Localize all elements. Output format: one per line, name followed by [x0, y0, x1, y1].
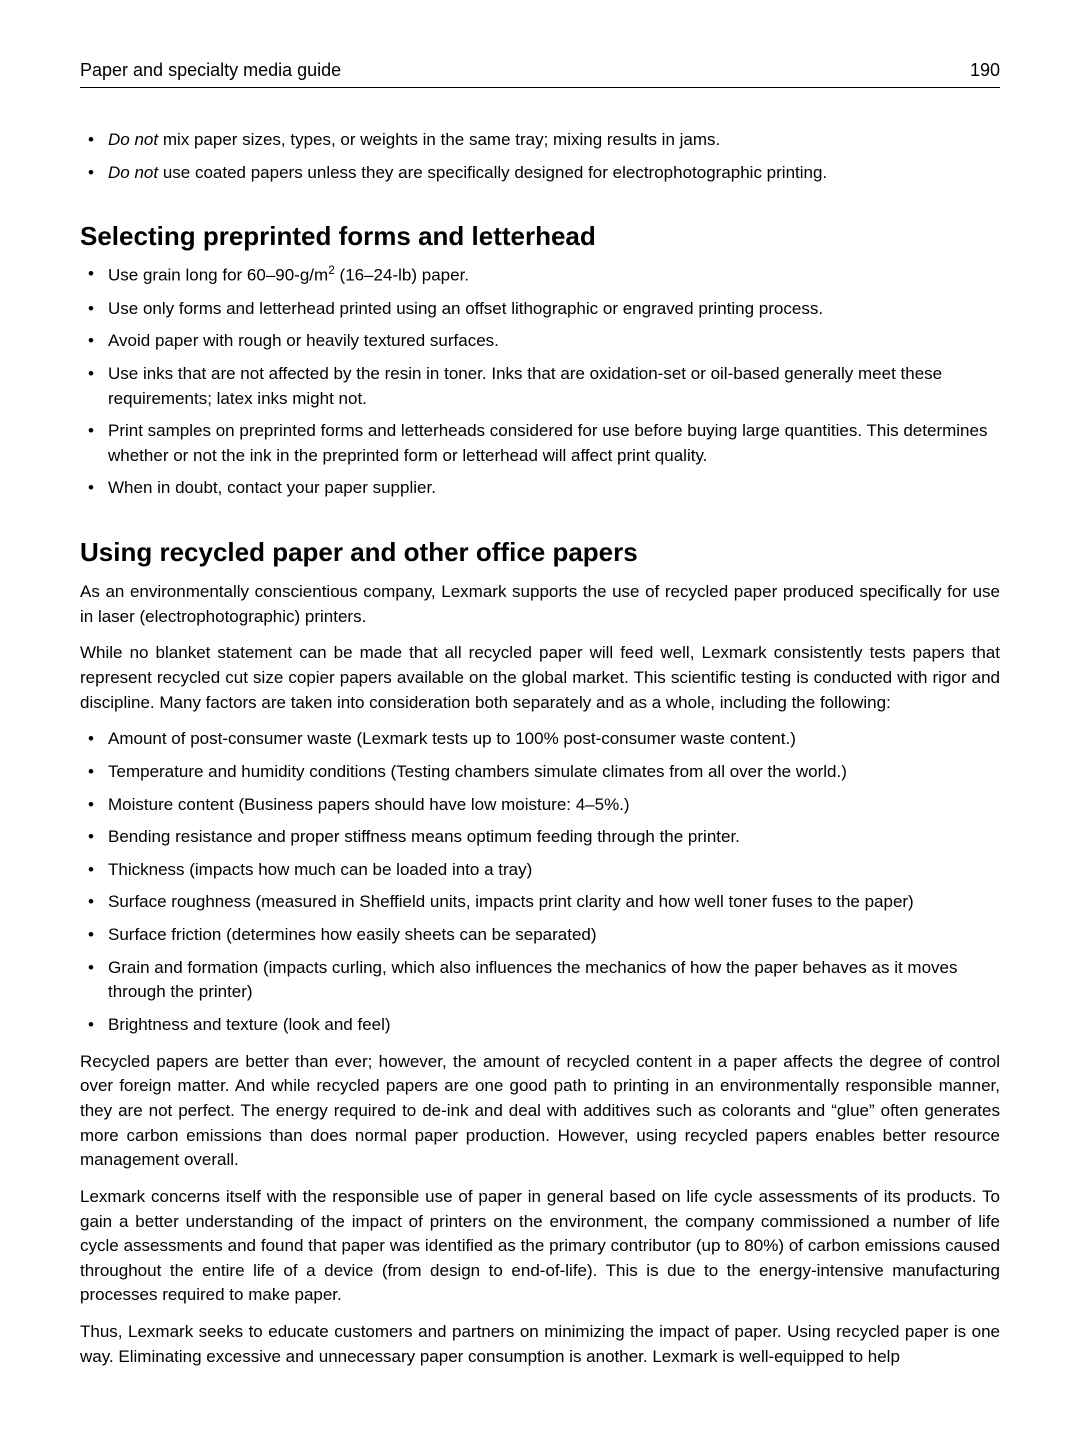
- list-item: Use only forms and letterhead printed us…: [80, 297, 1000, 322]
- emphasis: Do not: [108, 163, 158, 182]
- list-item-text: use coated papers unless they are specif…: [158, 163, 827, 182]
- list-item-text: mix paper sizes, types, or weights in th…: [158, 130, 720, 149]
- header-title: Paper and specialty media guide: [80, 60, 341, 81]
- list-item: Surface roughness (measured in Sheffield…: [80, 890, 1000, 915]
- emphasis: Do not: [108, 130, 158, 149]
- list-item: Print samples on preprinted forms and le…: [80, 419, 1000, 468]
- body-paragraph: While no blanket statement can be made t…: [80, 641, 1000, 715]
- body-paragraph: Thus, Lexmark seeks to educate customers…: [80, 1320, 1000, 1369]
- list-item: Use inks that are not affected by the re…: [80, 362, 1000, 411]
- list-item: When in doubt, contact your paper suppli…: [80, 476, 1000, 501]
- list-item: Moisture content (Business papers should…: [80, 793, 1000, 818]
- list-item: Brightness and texture (look and feel): [80, 1013, 1000, 1038]
- list-item: Do not use coated papers unless they are…: [80, 161, 1000, 186]
- list-item: Thickness (impacts how much can be loade…: [80, 858, 1000, 883]
- page-number: 190: [970, 60, 1000, 81]
- recycled-bullet-list: Amount of post-consumer waste (Lexmark t…: [80, 727, 1000, 1037]
- list-item: Use grain long for 60–90-g/m2 (16–24-lb)…: [80, 262, 1000, 288]
- intro-bullet-list: Do not mix paper sizes, types, or weight…: [80, 128, 1000, 185]
- body-paragraph: As an environmentally conscientious comp…: [80, 580, 1000, 629]
- list-item: Grain and formation (impacts curling, wh…: [80, 956, 1000, 1005]
- list-item: Surface friction (determines how easily …: [80, 923, 1000, 948]
- list-item: Temperature and humidity conditions (Tes…: [80, 760, 1000, 785]
- list-item: Bending resistance and proper stiffness …: [80, 825, 1000, 850]
- running-header: Paper and specialty media guide 190: [80, 60, 1000, 88]
- forms-bullet-list: Use grain long for 60–90-g/m2 (16–24-lb)…: [80, 262, 1000, 501]
- list-item: Do not mix paper sizes, types, or weight…: [80, 128, 1000, 153]
- section-heading-recycled: Using recycled paper and other office pa…: [80, 537, 1000, 568]
- list-item: Avoid paper with rough or heavily textur…: [80, 329, 1000, 354]
- list-item: Amount of post-consumer waste (Lexmark t…: [80, 727, 1000, 752]
- body-paragraph: Lexmark concerns itself with the respons…: [80, 1185, 1000, 1308]
- body-paragraph: Recycled papers are better than ever; ho…: [80, 1050, 1000, 1173]
- section-heading-forms: Selecting preprinted forms and letterhea…: [80, 221, 1000, 252]
- document-page: Paper and specialty media guide 190 Do n…: [0, 0, 1080, 1441]
